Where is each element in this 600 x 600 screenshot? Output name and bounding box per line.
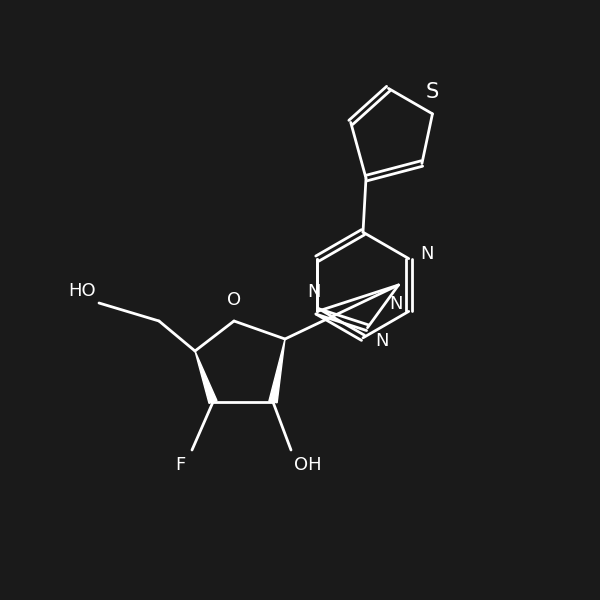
- Text: N: N: [389, 295, 402, 313]
- Text: O: O: [227, 291, 241, 309]
- Text: HO: HO: [68, 282, 96, 300]
- Polygon shape: [269, 339, 285, 403]
- Text: N: N: [308, 283, 321, 301]
- Text: S: S: [426, 82, 439, 102]
- Text: N: N: [375, 332, 389, 350]
- Text: F: F: [176, 456, 186, 474]
- Text: N: N: [421, 245, 434, 263]
- Text: OH: OH: [294, 456, 322, 474]
- Polygon shape: [195, 351, 217, 403]
